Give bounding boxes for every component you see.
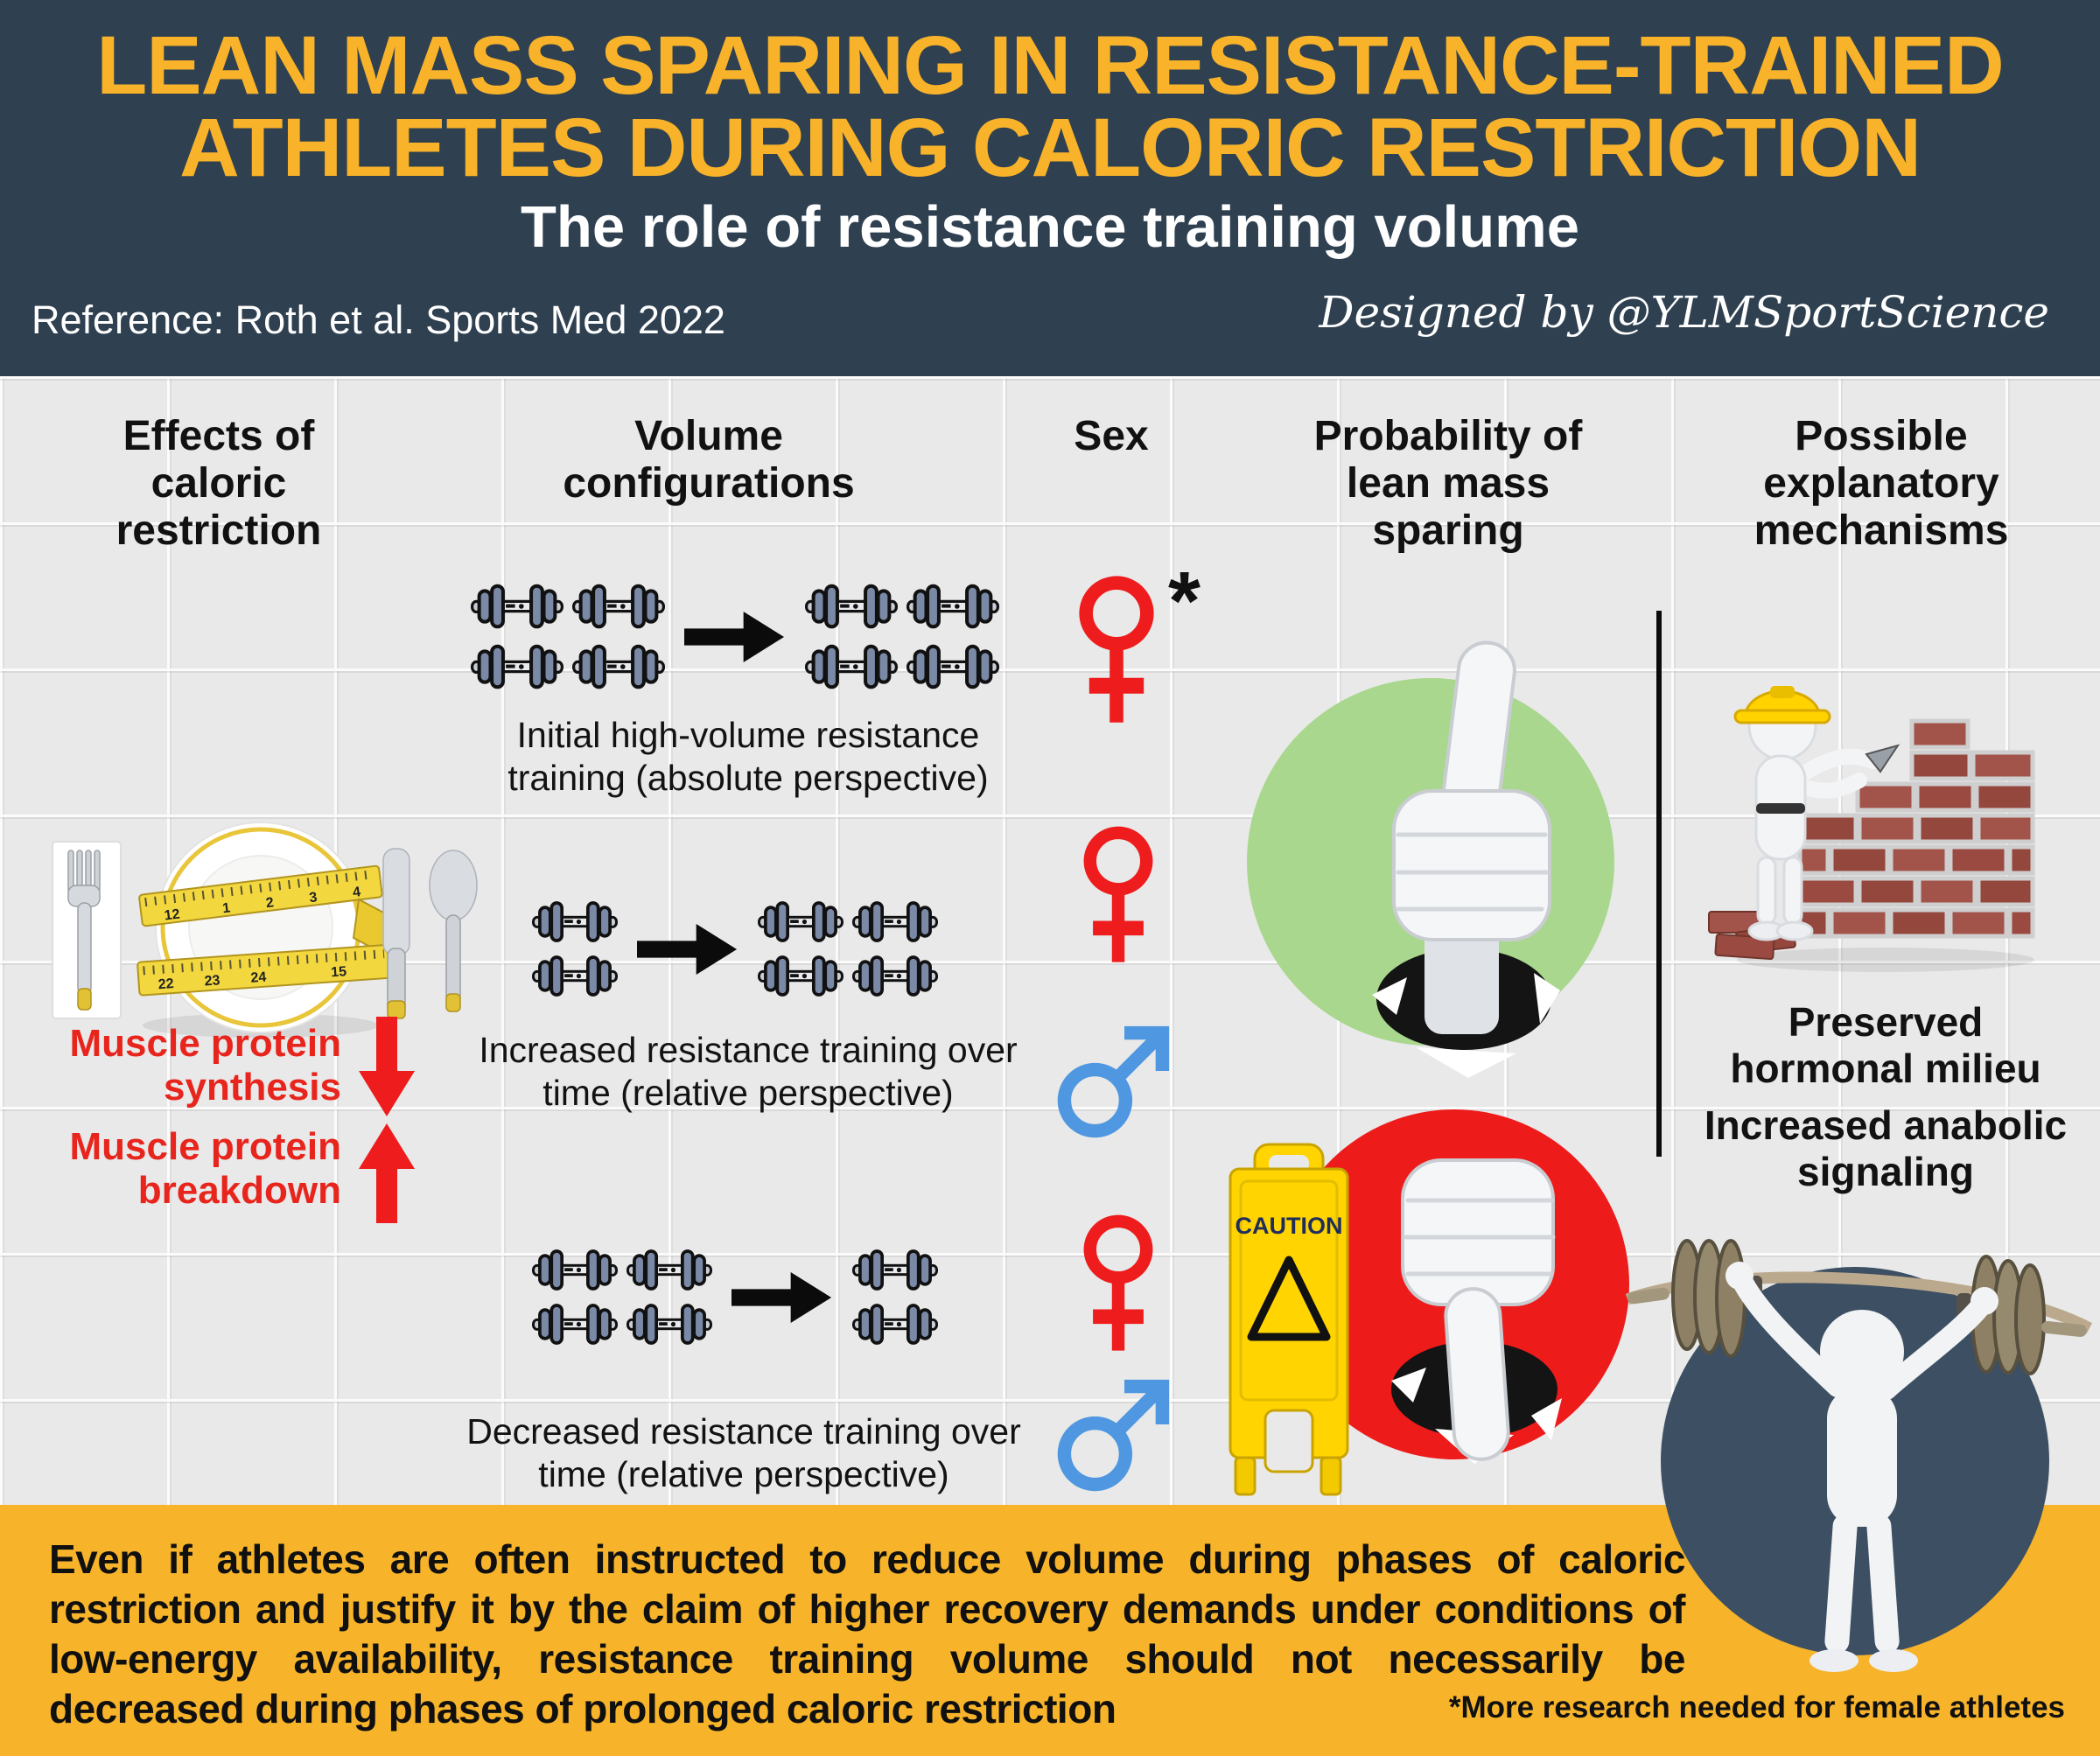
svg-text:12: 12 bbox=[164, 906, 181, 923]
column-header-effects: Effects of caloric restriction bbox=[116, 413, 322, 555]
svg-text:4: 4 bbox=[352, 885, 361, 900]
dumbbell-icon bbox=[906, 584, 999, 629]
brick-wall bbox=[1797, 718, 2035, 939]
volume-row-2 bbox=[442, 894, 1028, 1004]
volume-row-3 bbox=[442, 1242, 1028, 1352]
right-arrow-icon bbox=[637, 923, 738, 975]
svg-text:24: 24 bbox=[250, 970, 267, 986]
column-header-mechanisms: Possible explanatory mechanisms bbox=[1754, 413, 2009, 555]
dumbbell-group-after bbox=[758, 897, 938, 1001]
plate bbox=[155, 822, 367, 1033]
female-icon bbox=[1083, 1214, 1153, 1351]
dumbbell-icon bbox=[758, 901, 844, 942]
volume-row-2-caption: Increased resistance training over time … bbox=[479, 1030, 1018, 1114]
caution-sign-text: CAUTION bbox=[1236, 1213, 1343, 1239]
header: LEAN MASS SPARING IN RESISTANCE-TRAINED … bbox=[0, 0, 2100, 376]
dumbbell-icon bbox=[572, 644, 665, 689]
female-icon bbox=[1083, 826, 1153, 962]
right-arrow-icon bbox=[684, 611, 785, 662]
dumbbell-icon bbox=[852, 1249, 938, 1291]
dumbbell-icon bbox=[626, 1304, 712, 1345]
lifter-figure bbox=[1726, 1262, 1998, 1672]
dumbbell-icon bbox=[805, 644, 898, 689]
page-subtitle: The role of resistance training volume bbox=[520, 194, 1580, 260]
measuring-tape: 12 1 2 3 4 22 23 24 15 bbox=[136, 864, 392, 997]
svg-text:2: 2 bbox=[265, 895, 275, 911]
dumbbell-icon bbox=[852, 955, 938, 997]
thumbs-up-icon bbox=[1372, 640, 1560, 1078]
reference-text: Reference: Roth et al. Sports Med 2022 bbox=[32, 297, 725, 342]
right-arrow-icon bbox=[732, 1271, 832, 1323]
dumbbell-icon bbox=[532, 1249, 618, 1291]
svg-text:23: 23 bbox=[204, 973, 220, 989]
dumbbell-group-after bbox=[805, 578, 999, 695]
muscle-protein-synthesis-label: Muscle protein synthesis bbox=[69, 1022, 342, 1109]
knife-icon bbox=[382, 848, 410, 1019]
svg-text:1: 1 bbox=[221, 900, 231, 916]
arrow-up-icon bbox=[359, 1123, 415, 1223]
volume-row-1-caption: Initial high-volume resistance training … bbox=[508, 715, 989, 799]
dumbbell-icon bbox=[852, 1304, 938, 1345]
svg-text:3: 3 bbox=[309, 890, 318, 906]
credit-text: Designed by @YLMSportScience bbox=[1319, 287, 2049, 338]
dumbbell-group-before bbox=[471, 578, 665, 695]
dumbbell-icon bbox=[532, 901, 618, 942]
dumbbell-icon bbox=[471, 584, 564, 629]
builder-figure bbox=[1733, 686, 1900, 941]
page-title-line2: ATHLETES DURING CALORIC RESTRICTION bbox=[179, 101, 1922, 194]
muscle-protein-breakdown-label: Muscle protein breakdown bbox=[69, 1125, 342, 1213]
dumbbell-icon bbox=[758, 955, 844, 997]
male-icon bbox=[1057, 1025, 1170, 1138]
dumbbell-group-before bbox=[532, 1245, 712, 1349]
column-header-sex: Sex bbox=[1074, 413, 1149, 459]
page-title-line1: LEAN MASS SPARING IN RESISTANCE-TRAINED bbox=[96, 19, 2005, 112]
female-icon bbox=[1079, 576, 1154, 723]
dumbbell-icon bbox=[471, 644, 564, 689]
column-header-volume: Volume configurations bbox=[563, 413, 855, 507]
dumbbell-group-before bbox=[532, 897, 618, 1001]
volume-row-3-caption: Decreased resistance training over time … bbox=[466, 1411, 1021, 1495]
mechanism-hormonal: Preserved hormonal milieu bbox=[1730, 999, 2041, 1092]
mechanism-anabolic: Increased anabolic signaling bbox=[1704, 1102, 2068, 1195]
female-asterisk: * bbox=[1168, 555, 1200, 647]
dumbbell-icon bbox=[852, 901, 938, 942]
dumbbell-icon bbox=[626, 1249, 712, 1291]
dumbbell-icon bbox=[532, 955, 618, 997]
spoon-icon bbox=[429, 850, 478, 1012]
weightlifter-illustration bbox=[1625, 1239, 2093, 1672]
footnote-text: *More research needed for female athlete… bbox=[1448, 1690, 2065, 1725]
arrow-down-icon bbox=[359, 1017, 415, 1116]
fork-icon bbox=[67, 850, 101, 1011]
conclusion-text: Even if athletes are often instructed to… bbox=[49, 1536, 1686, 1732]
volume-row-1 bbox=[442, 564, 1028, 709]
plate-measuring-tape-illustration: 12 1 2 3 4 22 23 24 15 bbox=[52, 822, 478, 1038]
thumbs-down-icon bbox=[1391, 1158, 1562, 1464]
column-header-probability: Probability of lean mass sparing bbox=[1313, 413, 1583, 555]
dumbbell-icon bbox=[572, 584, 665, 629]
caution-sign: CAUTION bbox=[1228, 1143, 1349, 1496]
male-icon bbox=[1057, 1379, 1170, 1492]
dumbbell-icon bbox=[906, 644, 999, 689]
dumbbell-icon bbox=[805, 584, 898, 629]
dumbbell-group-after bbox=[852, 1245, 938, 1349]
svg-text:22: 22 bbox=[158, 976, 174, 992]
bricklayer-illustration bbox=[1708, 686, 2035, 972]
vertical-divider bbox=[1656, 611, 1662, 1157]
svg-text:15: 15 bbox=[331, 964, 347, 980]
dumbbell-icon bbox=[532, 1304, 618, 1345]
